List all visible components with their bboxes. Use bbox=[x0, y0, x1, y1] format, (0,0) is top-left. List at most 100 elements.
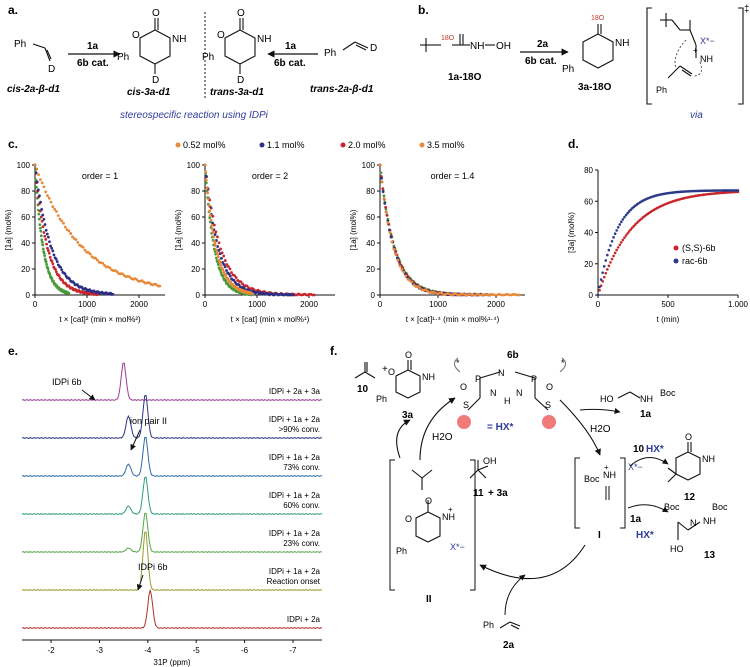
data-point bbox=[35, 185, 38, 189]
y-tick-label: 60 bbox=[366, 213, 375, 222]
data-point bbox=[211, 214, 215, 218]
oxazinanone-12-structure bbox=[667, 442, 701, 483]
data-point bbox=[424, 288, 428, 292]
data-point bbox=[49, 200, 53, 204]
oxocarbenium-II-structure bbox=[411, 469, 441, 543]
data-point bbox=[624, 213, 628, 217]
reagent-1a: 1a bbox=[87, 41, 99, 52]
data-point bbox=[412, 283, 416, 287]
x-axis-label: t (min) bbox=[657, 315, 680, 324]
data-point bbox=[418, 286, 422, 290]
plus-charge: + bbox=[604, 463, 609, 472]
data-point bbox=[49, 244, 52, 248]
data-point bbox=[41, 243, 45, 247]
data-point bbox=[606, 268, 609, 271]
hydroxyl-oh: OH bbox=[496, 41, 511, 52]
ph-label: Ph bbox=[396, 546, 407, 556]
data-point bbox=[230, 271, 233, 274]
sulfonyl-n: N bbox=[490, 388, 497, 398]
data-point bbox=[615, 248, 618, 252]
data-point bbox=[382, 194, 386, 198]
y-tick-label: 0 bbox=[26, 291, 31, 300]
data-point bbox=[410, 280, 414, 284]
boc-group: Boc bbox=[664, 502, 680, 512]
data-point bbox=[35, 167, 39, 171]
acidic-h: H bbox=[504, 396, 511, 406]
bracket-right bbox=[470, 459, 476, 591]
data-point bbox=[210, 227, 214, 231]
y-tick-label: 40 bbox=[366, 239, 375, 248]
data-point bbox=[384, 205, 388, 209]
data-point bbox=[88, 252, 92, 256]
data-point bbox=[48, 240, 51, 244]
panel-label-f: f. bbox=[330, 344, 337, 358]
data-point bbox=[46, 235, 50, 239]
chart-title: order = 2 bbox=[252, 171, 288, 181]
data-point bbox=[609, 244, 612, 247]
chart-product-formation: 0 20 40 60 80 0 500 1.000 t (min) [3a] (mol%) (S,S… bbox=[567, 166, 749, 324]
data-point bbox=[43, 254, 47, 258]
data-point bbox=[37, 217, 41, 221]
data-point bbox=[204, 181, 208, 185]
data-point bbox=[108, 266, 112, 270]
panel-label-e: e. bbox=[8, 344, 18, 358]
legend-label: 2.0 mol% bbox=[348, 140, 386, 150]
data-point bbox=[51, 205, 55, 208]
data-point bbox=[493, 293, 497, 297]
trans-product-label: trans-3a-d1 bbox=[210, 87, 264, 98]
amine-nh: NH bbox=[640, 394, 653, 404]
data-point bbox=[71, 235, 74, 239]
data-point bbox=[220, 256, 223, 260]
data-point bbox=[394, 250, 397, 254]
nmr-trace bbox=[21, 362, 323, 401]
x-tick-label: -4 bbox=[144, 646, 152, 655]
x-tick-label: 1000 bbox=[248, 300, 266, 309]
data-point bbox=[50, 246, 54, 250]
compound-13: 13 bbox=[704, 550, 716, 561]
data-point bbox=[54, 210, 58, 213]
trace-label: 23% conv. bbox=[283, 539, 320, 548]
panel-b: b. 18O NH OH 1a-18O 2a 6b cat. 18O NH Ph bbox=[418, 3, 750, 121]
legend-label: 0.52 mol% bbox=[183, 140, 226, 150]
panel-f: f. 10 + O O NH Ph 3a 6b bbox=[330, 344, 728, 651]
panel-label-c: c. bbox=[8, 137, 18, 151]
data-point bbox=[380, 176, 383, 180]
plus-charge: + bbox=[448, 505, 453, 514]
nmr-trace bbox=[21, 476, 323, 515]
data-point bbox=[63, 272, 67, 276]
data-point bbox=[41, 213, 45, 217]
plus-3a: + 3a bbox=[488, 488, 508, 499]
data-point bbox=[627, 230, 631, 233]
catalyst-6b: 6b cat. bbox=[274, 58, 306, 69]
y-axis-label: [3a] (mol%) bbox=[567, 212, 576, 253]
annotation-arrow bbox=[81, 389, 96, 401]
data-point bbox=[40, 219, 44, 223]
data-point bbox=[227, 272, 231, 276]
oxygen-o: O bbox=[460, 382, 467, 392]
isotope-18o: 18O bbox=[441, 35, 455, 42]
trace-label: IDPi + 2a + 3a bbox=[269, 387, 321, 396]
intermediate-I: I bbox=[598, 530, 601, 541]
data-point bbox=[616, 226, 620, 229]
data-point bbox=[400, 268, 404, 271]
data-point bbox=[94, 256, 98, 260]
data-point bbox=[460, 292, 463, 296]
trace-label: Reaction onset bbox=[267, 577, 321, 586]
data-point bbox=[223, 265, 227, 269]
data-point bbox=[58, 217, 62, 221]
nmr-spectra-stack: -2 -3 -4 -5 -6 -7 31P (ppm) IDPi + 2a + 3a IDPi … bbox=[21, 362, 323, 667]
trace-label: IDPi + 1a + 2a bbox=[269, 529, 321, 538]
data-point bbox=[620, 240, 623, 244]
substituent-sphere bbox=[542, 415, 556, 429]
data-point bbox=[204, 170, 208, 174]
data-point bbox=[33, 163, 37, 167]
data-point bbox=[381, 190, 385, 194]
nmr-trace bbox=[21, 436, 323, 477]
x-tick-label: -2 bbox=[47, 646, 55, 655]
cis-alkene-structure bbox=[32, 43, 52, 62]
data-point bbox=[292, 293, 295, 297]
trace-label: IDPi + 1a + 2a bbox=[269, 453, 321, 462]
data-point bbox=[205, 186, 209, 190]
chirality-star: * bbox=[456, 358, 460, 368]
y-tick-label: 20 bbox=[584, 260, 593, 269]
